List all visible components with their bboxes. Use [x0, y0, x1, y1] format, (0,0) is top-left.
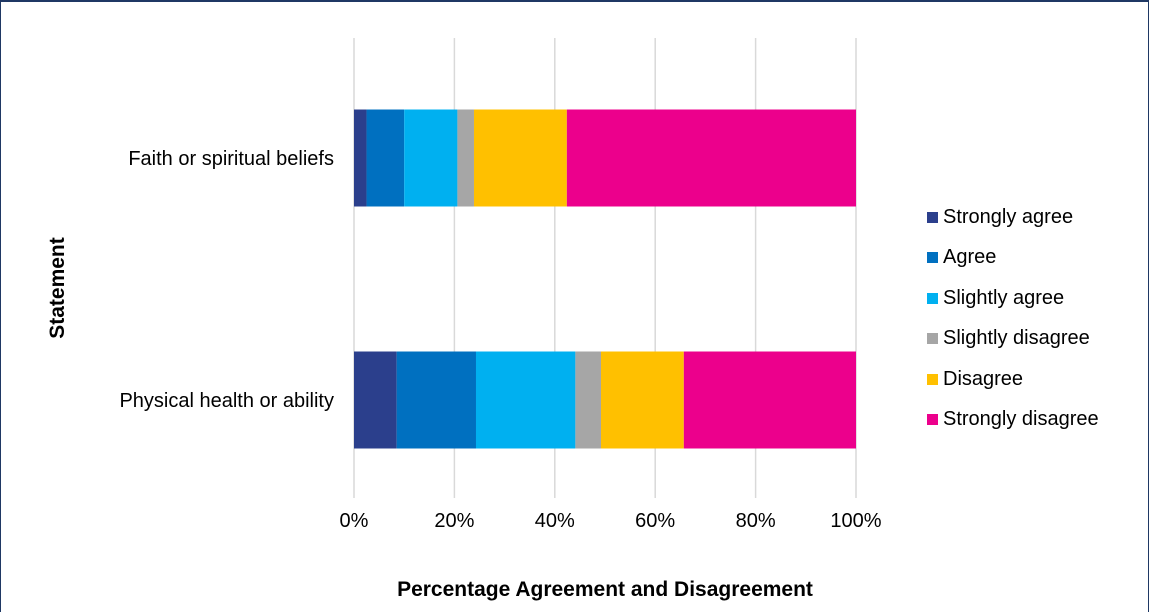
x-tick-label: 100% — [830, 510, 881, 532]
legend-swatch — [927, 211, 938, 223]
x-tick-labels: 0% 20% 40% 60% 80% 100% — [340, 510, 882, 532]
bar-segment — [473, 109, 567, 207]
category-label: Physical health or ability — [119, 390, 334, 412]
bar-segment — [366, 109, 405, 207]
legend-item: Strongly agree — [927, 197, 1142, 238]
legend-label: Disagree — [943, 367, 1024, 390]
bar-segment — [475, 351, 576, 449]
bar-segment — [600, 351, 684, 449]
legend-item: Strongly disagree — [927, 400, 1142, 441]
legend-item: Slightly agree — [927, 278, 1142, 319]
y-axis-title: Statement — [46, 237, 69, 339]
bars — [354, 109, 856, 449]
bar-segment — [566, 109, 856, 207]
bar-segment — [457, 109, 474, 207]
legend-label: Slightly disagree — [943, 327, 1090, 350]
x-tick-label: 0% — [340, 510, 369, 532]
legend-label: Strongly agree — [943, 205, 1074, 228]
legend-swatch — [927, 373, 938, 385]
bar-segment — [575, 351, 601, 449]
x-tick-label: 40% — [535, 510, 575, 532]
legend-label: Agree — [943, 246, 997, 269]
bar-segment — [354, 351, 397, 449]
category-label: Faith or spiritual beliefs — [128, 148, 334, 170]
bar-segment — [396, 351, 476, 449]
bar-segment — [683, 351, 856, 449]
x-tick-label: 60% — [635, 510, 675, 532]
category-labels: Faith or spiritual beliefs Physical healt… — [119, 148, 334, 412]
legend-swatch — [927, 333, 938, 345]
legend-item: Agree — [927, 238, 1142, 279]
chart-legend: Strongly agree Agree Slightly agree Slightl… — [927, 197, 1142, 440]
x-tick-label: 80% — [736, 510, 776, 532]
legend-swatch — [927, 292, 938, 304]
legend-item: Disagree — [927, 359, 1142, 400]
bar-segment — [404, 109, 458, 207]
legend-swatch — [927, 252, 938, 264]
legend-item: Slightly disagree — [927, 319, 1142, 360]
x-axis-title: Percentage Agreement and Disagreement — [397, 578, 813, 601]
legend-swatch — [927, 414, 938, 426]
bar-segment — [354, 109, 367, 207]
legend-label: Slightly agree — [943, 286, 1065, 309]
x-tick-label: 20% — [434, 510, 474, 532]
legend-label: Strongly disagree — [943, 408, 1099, 431]
